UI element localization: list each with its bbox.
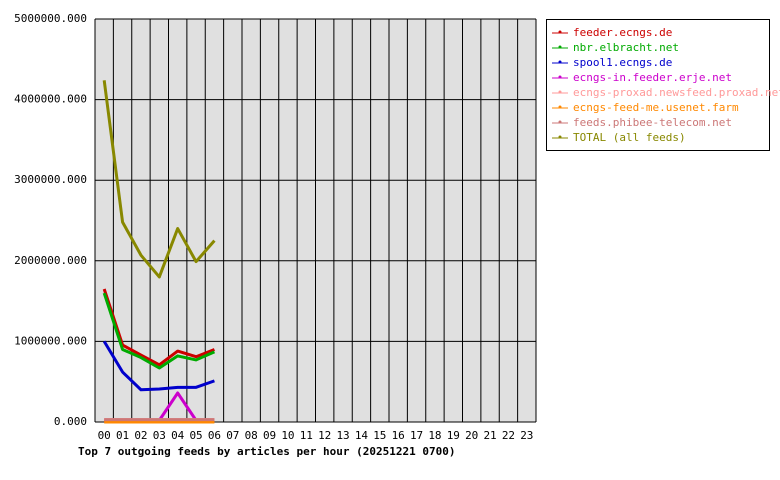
x-tick-label: 17 (410, 429, 423, 442)
x-tick-label: 19 (447, 429, 460, 442)
y-tick-label: 0.000 (54, 415, 87, 428)
series-line (102, 80, 216, 279)
x-tick-label: 12 (318, 429, 331, 442)
x-tick-label: 00 (98, 429, 111, 442)
y-tick-label: 4000000.000 (14, 93, 87, 106)
legend-marker (558, 120, 562, 124)
x-tick-label: 21 (483, 429, 496, 442)
legend-marker (558, 105, 562, 109)
x-tick-label: 07 (226, 429, 239, 442)
x-tick-label: 04 (171, 429, 185, 442)
legend (546, 19, 770, 151)
x-tick-label: 15 (373, 429, 386, 442)
legend-label: ecngs-in.feeder.erje.net (573, 71, 732, 84)
x-tick-label: 22 (502, 429, 515, 442)
x-tick-label: 01 (116, 429, 129, 442)
legend-label: feeds.phibee-telecom.net (573, 116, 732, 129)
x-tick-label: 05 (189, 429, 202, 442)
x-tick-label: 10 (281, 429, 294, 442)
legend-label: nbr.elbracht.net (573, 41, 679, 54)
legend-marker (558, 90, 562, 94)
legend-label: TOTAL (all feeds) (573, 131, 686, 144)
x-tick-label: 03 (153, 429, 166, 442)
x-tick-label: 06 (208, 429, 221, 442)
legend-marker (558, 75, 562, 79)
x-tick-label: 16 (392, 429, 405, 442)
y-tick-label: 3000000.000 (14, 173, 87, 186)
x-tick-label: 08 (245, 429, 258, 442)
y-tick-label: 2000000.000 (14, 254, 87, 267)
x-tick-label: 20 (465, 429, 478, 442)
series-line (102, 340, 215, 392)
x-tick-label: 02 (134, 429, 147, 442)
legend-marker (558, 30, 562, 34)
legend-label: spool1.ecngs.de (573, 56, 672, 69)
x-tick-label: 11 (300, 429, 313, 442)
x-tick-label: 14 (355, 429, 369, 442)
y-tick-label: 5000000.000 (14, 12, 87, 25)
x-tick-label: 13 (336, 429, 349, 442)
chart-title: Top 7 outgoing feeds by articles per hou… (78, 445, 456, 458)
x-tick-label: 09 (263, 429, 276, 442)
legend-label: ecngs-proxad.newsfeed.proxad.net (573, 86, 780, 99)
legend-label: ecngs-feed-me.usenet.farm (573, 101, 739, 114)
legend-marker (558, 60, 562, 64)
legend-label: feeder.ecngs.de (573, 26, 672, 39)
x-tick-label: 23 (520, 429, 533, 442)
legend-marker (558, 135, 562, 139)
series-line (102, 292, 216, 370)
x-tick-label: 18 (428, 429, 441, 442)
y-tick-label: 1000000.000 (14, 334, 87, 347)
legend-marker (558, 45, 562, 49)
